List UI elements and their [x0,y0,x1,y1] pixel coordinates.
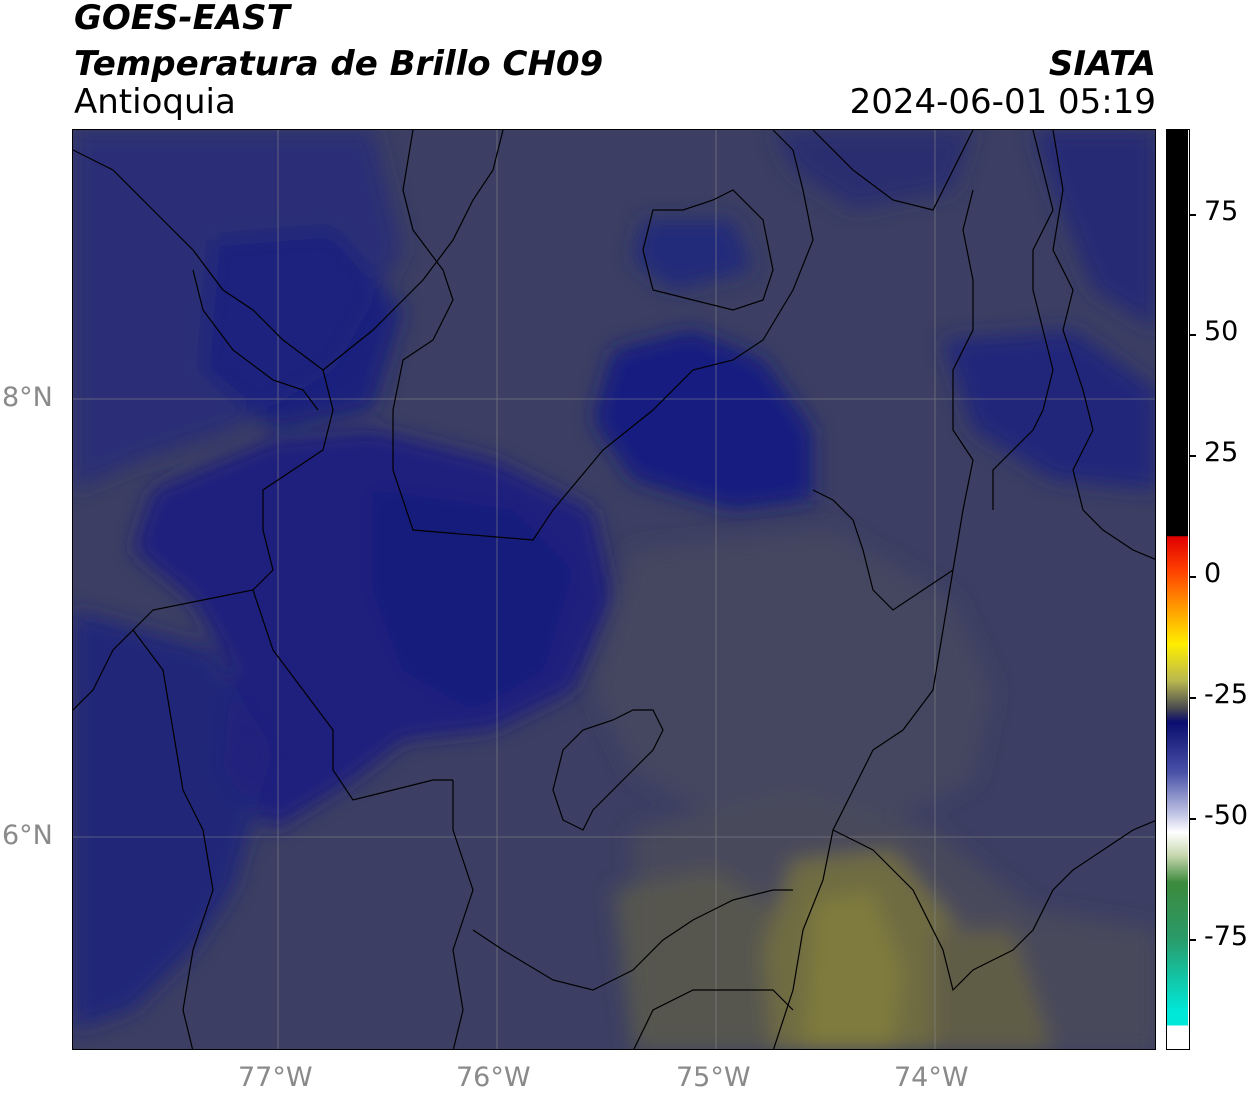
warm-areas [593,530,1155,1049]
lat-tick-6n: 6°N [2,820,53,851]
lat-tick-8n: 8°N [2,382,53,413]
cb-tick-m75 [1189,939,1196,941]
cb-label-m50: -50 [1204,800,1249,831]
cb-tick-m50 [1189,818,1196,820]
cb-label-75: 75 [1204,196,1239,227]
cb-tick-m25 [1189,697,1196,699]
colorbar-gradient [1167,130,1188,1048]
cb-tick-75 [1189,214,1196,216]
cb-tick-0 [1189,576,1196,578]
lon-tick-76w: 76°W [456,1062,531,1093]
boundaries [73,130,1155,1049]
graticule [73,130,1155,1049]
cb-label-m75: -75 [1204,921,1249,952]
cb-label-25: 25 [1204,437,1239,468]
cb-tick-25 [1189,455,1196,457]
cb-label-50: 50 [1204,316,1239,347]
satellite-title: GOES-EAST [74,0,290,38]
cb-label-0: 0 [1204,558,1222,589]
cb-label-m25: -25 [1204,679,1249,710]
cb-tick-50 [1189,334,1196,336]
timestamp-title: 2024-06-01 05:19 [849,82,1156,122]
lon-tick-77w: 77°W [238,1062,313,1093]
lon-tick-75w: 75°W [676,1062,751,1093]
temperature-colorbar [1166,129,1190,1050]
region-title: Antioquia [74,82,236,122]
lon-tick-74w: 74°W [894,1062,969,1093]
map-canvas [73,130,1155,1049]
product-title: Temperatura de Brillo CH09 [74,44,604,84]
cold-cloud-fields [73,130,1155,1030]
agency-title: SIATA [1048,44,1156,84]
brightness-temperature-map [72,129,1156,1050]
